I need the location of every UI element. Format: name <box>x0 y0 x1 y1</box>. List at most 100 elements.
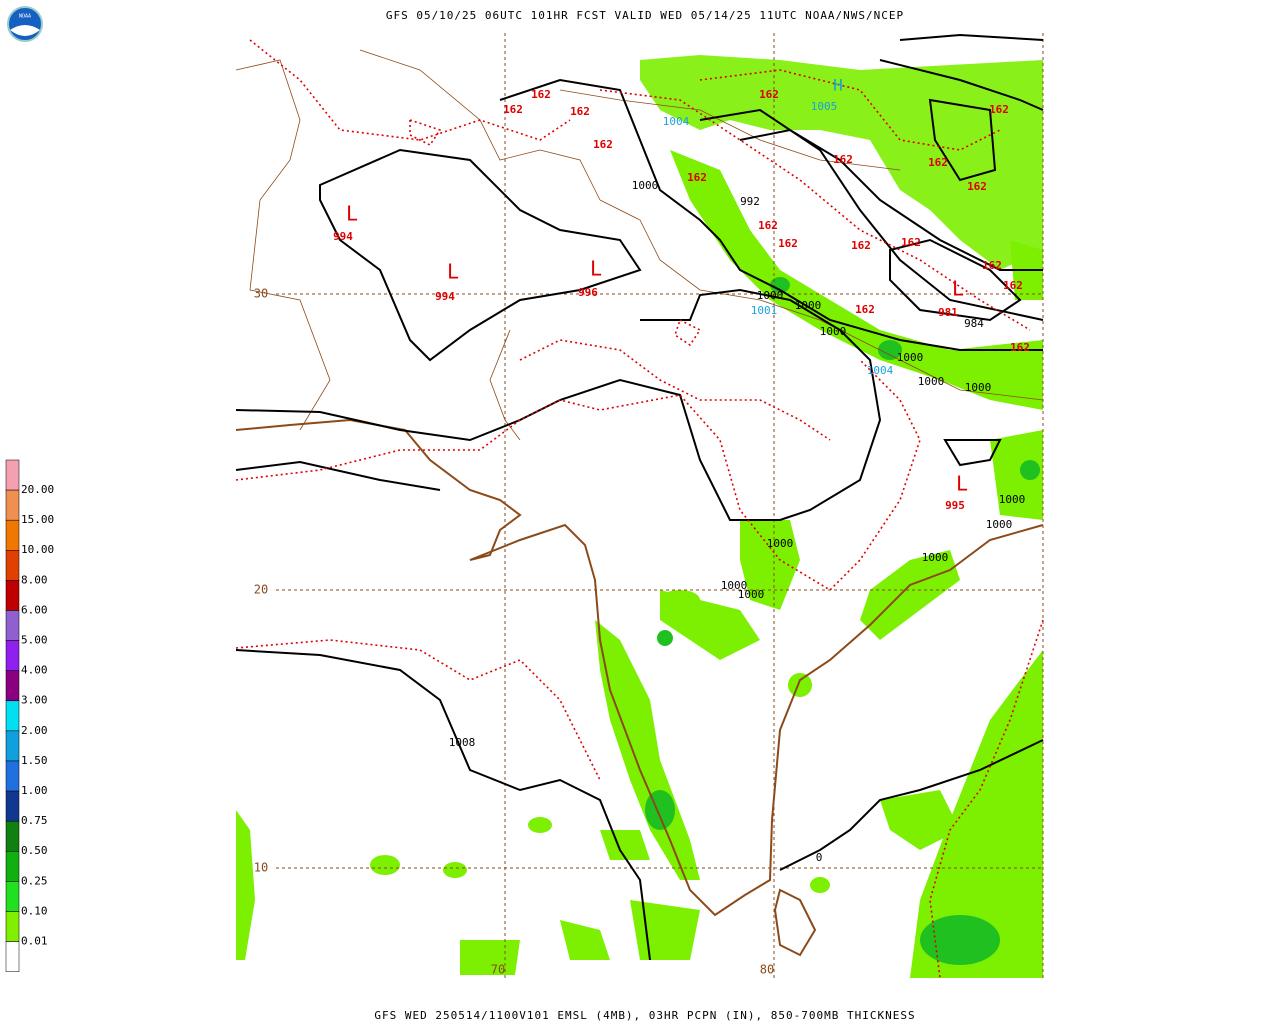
legend-label: 0.50 <box>21 844 48 857</box>
color-swatch <box>5 580 20 611</box>
map-label: L <box>346 202 358 226</box>
map-label: 162 <box>989 103 1009 116</box>
legend-label: 2.00 <box>21 724 48 737</box>
legend-label: 0.75 <box>21 814 48 827</box>
caption: GFS WED 250514/1100V101 EMSL (4MB), 03HR… <box>374 1009 915 1022</box>
legend-label: 0.25 <box>21 874 48 887</box>
grid-label: 80 <box>760 963 774 977</box>
map-label: 994 <box>333 230 353 243</box>
color-bar <box>5 459 20 972</box>
map-label: 162 <box>982 259 1002 272</box>
map-label: 0 <box>816 851 823 864</box>
color-swatch <box>5 820 20 852</box>
color-swatch <box>5 730 20 762</box>
legend-label: 8.00 <box>21 573 48 586</box>
map-label: 995 <box>945 499 965 512</box>
map-label: 1000 <box>820 325 847 338</box>
map-label: 162 <box>778 237 798 250</box>
map-label: 1000 <box>918 375 945 388</box>
map-label: 162 <box>928 156 948 169</box>
map-label: 994 <box>435 290 455 303</box>
grid-lines <box>276 33 1044 978</box>
map-label: 1000 <box>795 299 822 312</box>
color-swatch <box>5 760 20 792</box>
map-label: 1000 <box>632 179 659 192</box>
color-swatch <box>5 550 20 581</box>
legend-label: 1.00 <box>21 784 48 797</box>
color-swatch <box>5 670 20 702</box>
map-label: 162 <box>1010 341 1030 354</box>
map-label: L <box>447 260 459 284</box>
map-label: 1000 <box>922 551 949 564</box>
legend-label: 6.00 <box>21 603 48 616</box>
map-label: 1000 <box>738 588 765 601</box>
precip <box>236 55 1043 978</box>
map-label: 162 <box>758 219 778 232</box>
color-swatch <box>5 459 20 491</box>
map-label: 981 <box>938 306 958 319</box>
legend-label: 4.00 <box>21 664 48 677</box>
color-swatch <box>5 941 20 972</box>
title: GFS 05/10/25 06UTC 101HR FCST VALID WED … <box>386 9 904 22</box>
map-label: 162 <box>833 153 853 166</box>
legend-label: 5.00 <box>21 634 48 647</box>
color-swatch <box>5 851 20 882</box>
logo-text: NOAA <box>19 14 31 20</box>
thickness <box>235 39 1044 979</box>
legend-label: 0.10 <box>21 904 48 917</box>
map-label: 162 <box>851 239 871 252</box>
map-label: 1000 <box>757 289 784 302</box>
legend-label: 3.00 <box>21 694 48 707</box>
map-label: 1004 <box>867 364 894 377</box>
map-label: 1005 <box>811 100 838 113</box>
map-label: 162 <box>531 88 551 101</box>
legend-label: 0.01 <box>21 935 48 948</box>
map-label: 1000 <box>986 518 1013 531</box>
isobars <box>235 33 1044 961</box>
color-swatch <box>5 489 20 521</box>
color-swatch <box>5 640 20 671</box>
legend-label: 1.50 <box>21 754 48 767</box>
map-label: 162 <box>570 105 590 118</box>
grid-label: 30 <box>254 287 268 301</box>
map-label: 1000 <box>721 579 748 592</box>
grid-label: 20 <box>254 583 268 597</box>
map-label: H <box>833 76 843 95</box>
map-label: 1000 <box>767 537 794 550</box>
color-swatch <box>5 881 20 912</box>
borders <box>235 49 1044 441</box>
coastline <box>235 418 1044 957</box>
map-label: 1000 <box>999 493 1026 506</box>
map-label: 162 <box>593 138 613 151</box>
color-swatch <box>5 790 20 822</box>
legend-label: 10.00 <box>21 543 54 556</box>
legend-label: 20.00 <box>21 483 54 496</box>
map-label: 162 <box>855 303 875 316</box>
map-label: 984 <box>964 317 984 330</box>
map-label: 162 <box>1003 279 1023 292</box>
map-label: 1001 <box>751 304 778 317</box>
map-label: 162 <box>503 103 523 116</box>
map-label: L <box>952 277 964 301</box>
map-label: 1000 <box>897 351 924 364</box>
map-label: 162 <box>759 88 779 101</box>
map-label: 162 <box>687 171 707 184</box>
legend-label: 15.00 <box>21 513 54 526</box>
map-label: L <box>590 257 602 281</box>
map-label: 1000 <box>965 381 992 394</box>
map-label: 992 <box>740 195 760 208</box>
grid-label: 70 <box>491 963 505 977</box>
map-label: 1008 <box>449 736 476 749</box>
map-label: 1004 <box>663 115 690 128</box>
map-label: 996 <box>578 286 598 299</box>
color-swatch <box>5 911 20 942</box>
map-label: L <box>956 472 968 496</box>
map-label: 162 <box>901 236 921 249</box>
color-swatch <box>5 519 20 551</box>
grid-label: 10 <box>254 861 268 875</box>
color-swatch <box>5 610 20 641</box>
logo-shape <box>10 25 40 36</box>
color-swatch <box>5 700 20 732</box>
